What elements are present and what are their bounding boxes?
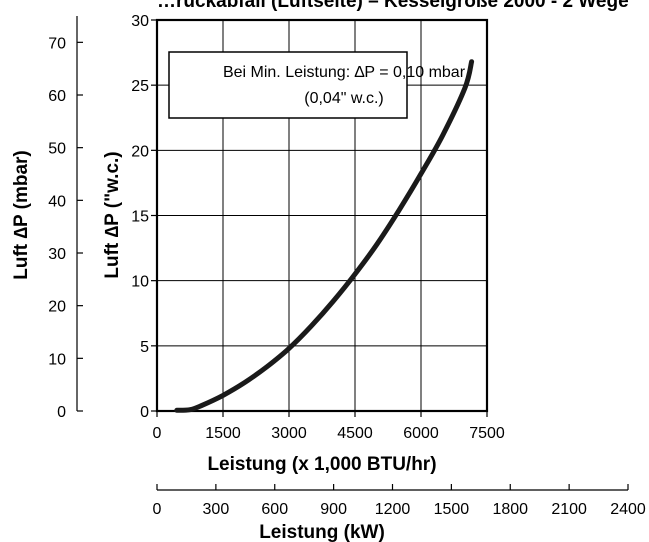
y-axis-title: Luft ∆P ("w.c.): [102, 151, 123, 278]
x2-axis-title: Leistung (kW): [259, 522, 385, 542]
y-tick-label: 15: [131, 209, 149, 226]
y-tick-label: 5: [140, 339, 149, 356]
x-axis: 0 1500 3000 4500 6000 7500: [153, 411, 505, 442]
y-tick-label: 0: [140, 404, 149, 421]
y2-tick-label: 0: [57, 404, 66, 421]
x-tick-label: 7500: [469, 425, 505, 442]
y2-axis: 0 10 20 30 40 50 60 70: [48, 16, 83, 421]
y2-axis-title: Luft ∆P (mbar): [11, 150, 32, 280]
y2-tick-label: 60: [48, 88, 66, 105]
note-box-frame: [168, 51, 408, 119]
y-tick-label: 25: [131, 78, 149, 95]
x-tick-label: 4500: [337, 425, 373, 442]
y-tick-label: 20: [131, 143, 149, 160]
x2-tick-label: 1800: [492, 501, 528, 518]
y2-tick-label: 50: [48, 141, 66, 158]
y2-tick-label: 10: [48, 351, 66, 368]
x2-tick-label: 0: [153, 501, 162, 518]
x2-axis: 0 300 600 900 1200 1500 1800 2100 2400: [153, 484, 646, 518]
series-line: [174, 59, 475, 413]
y2-tick-label: 40: [48, 193, 66, 210]
x2-tick-label: 2400: [610, 501, 646, 518]
x2-tick-label: 900: [320, 501, 347, 518]
x-tick-label: 1500: [205, 425, 241, 442]
y-axis: 0 5 10 15 20 25 30: [131, 13, 157, 421]
x-tick-label: 0: [153, 425, 162, 442]
x-axis-title: Leistung (x 1,000 BTU/hr): [207, 454, 436, 475]
x2-tick-label: 300: [203, 501, 230, 518]
x2-tick-label: 1200: [375, 501, 411, 518]
y2-tick-label: 20: [48, 299, 66, 316]
x-tick-label: 3000: [271, 425, 307, 442]
note-line-1: Bei Min. Leistung: ∆P = 0,10 mbar: [223, 64, 466, 81]
note-box: Bei Min. Leistung: ∆P = 0,10 mbar (0,04"…: [168, 51, 466, 119]
y2-tick-label: 30: [48, 246, 66, 263]
y2-tick-label: 70: [48, 35, 66, 52]
note-line-2: (0,04" w.c.): [304, 90, 383, 107]
chart-title: …ruckabfall (Luftseite) – Kesselgröße 20…: [157, 0, 629, 12]
x-tick-label: 6000: [403, 425, 439, 442]
x2-tick-label: 1500: [434, 501, 470, 518]
x2-tick-label: 600: [261, 501, 288, 518]
x2-tick-label: 2100: [551, 501, 587, 518]
y-tick-label: 10: [131, 274, 149, 291]
y-tick-label: 30: [131, 13, 149, 30]
